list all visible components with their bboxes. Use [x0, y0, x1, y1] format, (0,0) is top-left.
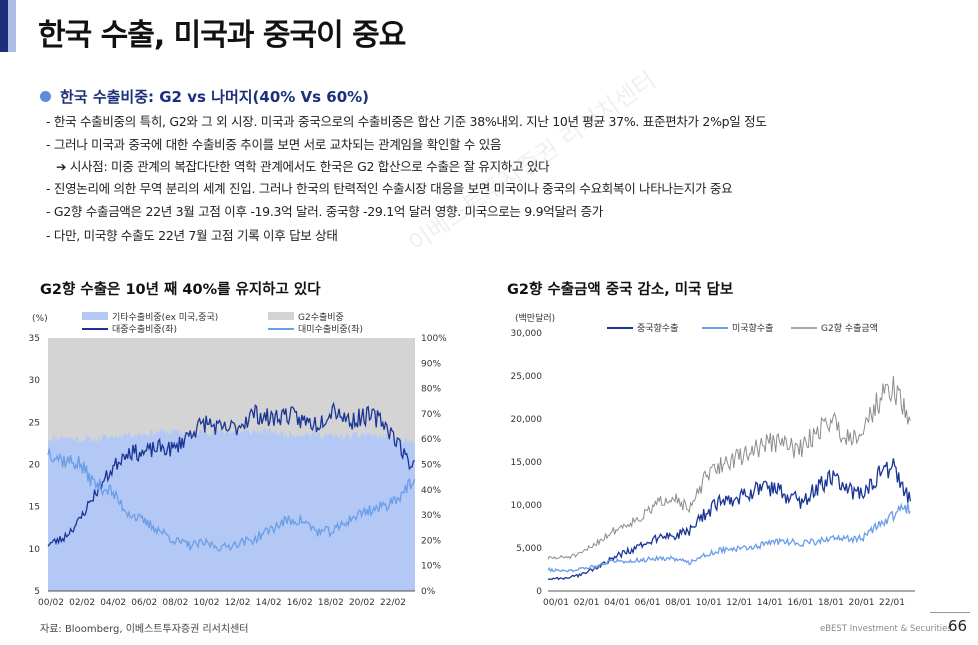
x-axis-tick-label: 04/02: [100, 598, 126, 608]
right-axis-tick-label: 30%: [421, 511, 441, 521]
x-axis-tick-label: 16/01: [787, 598, 813, 608]
chart1-title: G2향 수출은 10년 째 40%를 유지하고 있다: [40, 282, 321, 298]
legend-label-us: 대미수출비중(좌): [298, 324, 363, 335]
x-axis-tick-label: 20/01: [848, 598, 874, 608]
left-axis-tick-label: 5: [34, 587, 40, 597]
x-axis-tick-label: 04/01: [604, 598, 630, 608]
body-line: - 한국 수출비중의 특히, G2와 그 외 시장. 미국과 중국으로의 수출비…: [46, 114, 767, 129]
y-axis-tick-label: 15,000: [511, 458, 543, 468]
right-axis-tick-label: 90%: [421, 359, 441, 369]
chart1-left-unit: (%): [32, 314, 48, 324]
us-share-line: [47, 448, 416, 552]
other-share-area: [48, 427, 415, 591]
chart2-axes: 30,000 25,000 20,000 15,000 10,000 5,000 000/0…: [511, 329, 915, 608]
right-axis-tick-label: 60%: [421, 435, 441, 445]
left-axis-tick-label: 15: [29, 503, 40, 513]
y-axis-tick-label: 5,000: [516, 544, 542, 554]
right-axis-tick-label: 100%: [421, 334, 447, 344]
y-axis-tick-label: 0: [536, 587, 542, 597]
x-axis-tick-label: 08/01: [665, 598, 691, 608]
legend-label-us: 미국향수출: [732, 322, 773, 334]
body-line: - 다만, 미국향 수출도 22년 7월 고점 기록 이후 답보 상태: [46, 228, 338, 243]
x-axis-tick-label: 02/01: [574, 598, 600, 608]
legend-swatch-other: [82, 312, 108, 320]
footer-divider: [930, 612, 970, 613]
left-axis-tick-label: 30: [29, 376, 41, 386]
legend-label-china: 중국향수출: [637, 322, 678, 334]
y-axis-tick-label: 10,000: [511, 501, 543, 511]
right-axis-tick-label: 70%: [421, 410, 441, 420]
left-axis-tick-label: 25: [29, 418, 40, 428]
legend-label-china: 대중수출비중(좌): [112, 324, 177, 335]
x-axis-tick-label: 14/01: [757, 598, 783, 608]
section-heading: 한국 수출비중: G2 vs 나머지(40% Vs 60%): [60, 88, 370, 106]
right-axis-tick-label: 80%: [421, 385, 441, 395]
x-axis-tick-label: 12/02: [225, 598, 251, 608]
legend-swatch-g2: [268, 312, 294, 320]
chart1-share-chart: (%) 기타수출비중(ex 미국,중국) G2수출비중 대중수출비중(좌) 대미…: [29, 312, 448, 608]
x-axis-tick-label: 08/02: [162, 598, 188, 608]
right-axis-tick-label: 0%: [421, 587, 436, 597]
x-axis-tick-label: 10/02: [193, 598, 219, 608]
x-axis-tick-label: 00/01: [543, 598, 569, 608]
x-axis-tick-label: 22/02: [380, 598, 406, 608]
left-axis-tick-label: 35: [29, 334, 40, 344]
page-number: 66: [948, 617, 968, 635]
right-axis-tick-label: 10%: [421, 562, 441, 572]
x-axis-tick-label: 14/02: [256, 598, 282, 608]
x-axis-tick-label: 16/02: [287, 598, 313, 608]
left-axis-tick-label: 20: [29, 461, 41, 471]
us-export-line: [547, 502, 911, 573]
x-axis-tick-label: 20/02: [349, 598, 375, 608]
g2-export-line: [547, 376, 911, 560]
x-axis-tick-label: 02/02: [69, 598, 95, 608]
china-share-line: [47, 401, 415, 547]
body-line-implication: ➔ 시사점: 미중 관계의 복잡다단한 역학 관계에서도 한국은 G2 합산으로…: [56, 159, 550, 174]
footer-brand: eBEST Investment & Securities: [820, 624, 952, 634]
x-axis-tick-label: 18/02: [318, 598, 344, 608]
y-axis-tick-label: 20,000: [511, 415, 543, 425]
chart2-unit: (백만달러): [515, 312, 555, 324]
y-axis-tick-label: 25,000: [511, 372, 543, 382]
body-line: - 그러나 미국과 중국에 대한 수출비중 추이를 보면 서로 교차되는 관계임…: [46, 137, 502, 152]
chart2-title: G2향 수출금액 중국 감소, 미국 답보: [507, 282, 734, 298]
legend-label-g2: G2수출비중: [298, 312, 344, 323]
body-line: - 진영논리에 의한 무역 분리의 세계 진입. 그러나 한국의 탄력적인 수출…: [46, 181, 733, 196]
x-axis-tick-label: 18/01: [818, 598, 844, 608]
x-axis-tick-label: 12/01: [726, 598, 752, 608]
legend-label-other: 기타수출비중(ex 미국,중국): [112, 312, 218, 323]
chart1-axes: 35 30 25 20 15 10 5 100% 90% 80% 70% 60% 50% 40% 30% 20…: [29, 334, 448, 608]
title-accent-bar: [0, 0, 8, 52]
body-line: - G2향 수출금액은 22년 3월 고점 이후 -19.3억 달러. 중국향 …: [46, 204, 603, 219]
right-axis-tick-label: 50%: [421, 461, 441, 471]
bullet-dot-icon: [40, 91, 51, 102]
x-axis-tick-label: 06/01: [635, 598, 661, 608]
title-accent-bar-light: [8, 0, 16, 52]
legend-label-g2: G2향 수출금액: [821, 322, 878, 334]
left-axis-tick-label: 10: [29, 545, 41, 555]
source-note: 자료: Bloomberg, 이베스트투자증권 리서치센터: [40, 624, 249, 635]
page-title: 한국 수출, 미국과 중국이 중요: [38, 18, 406, 53]
chart1-plot-area: [47, 338, 416, 591]
x-axis-tick-label: 22/01: [879, 598, 905, 608]
right-axis-tick-label: 40%: [421, 486, 441, 496]
x-axis-tick-label: 06/02: [131, 598, 157, 608]
chart2-export-amount-chart: (백만달러) 중국향수출 미국향수출 G2향 수출금액 30,000 25,000…: [511, 312, 915, 608]
china-export-line: [547, 458, 912, 581]
chart2-plot-area: [547, 376, 912, 581]
right-axis-tick-label: 20%: [421, 536, 441, 546]
y-axis-tick-label: 30,000: [511, 329, 543, 339]
x-axis-tick-label: 10/01: [696, 598, 722, 608]
x-axis-tick-label: 00/02: [38, 598, 64, 608]
